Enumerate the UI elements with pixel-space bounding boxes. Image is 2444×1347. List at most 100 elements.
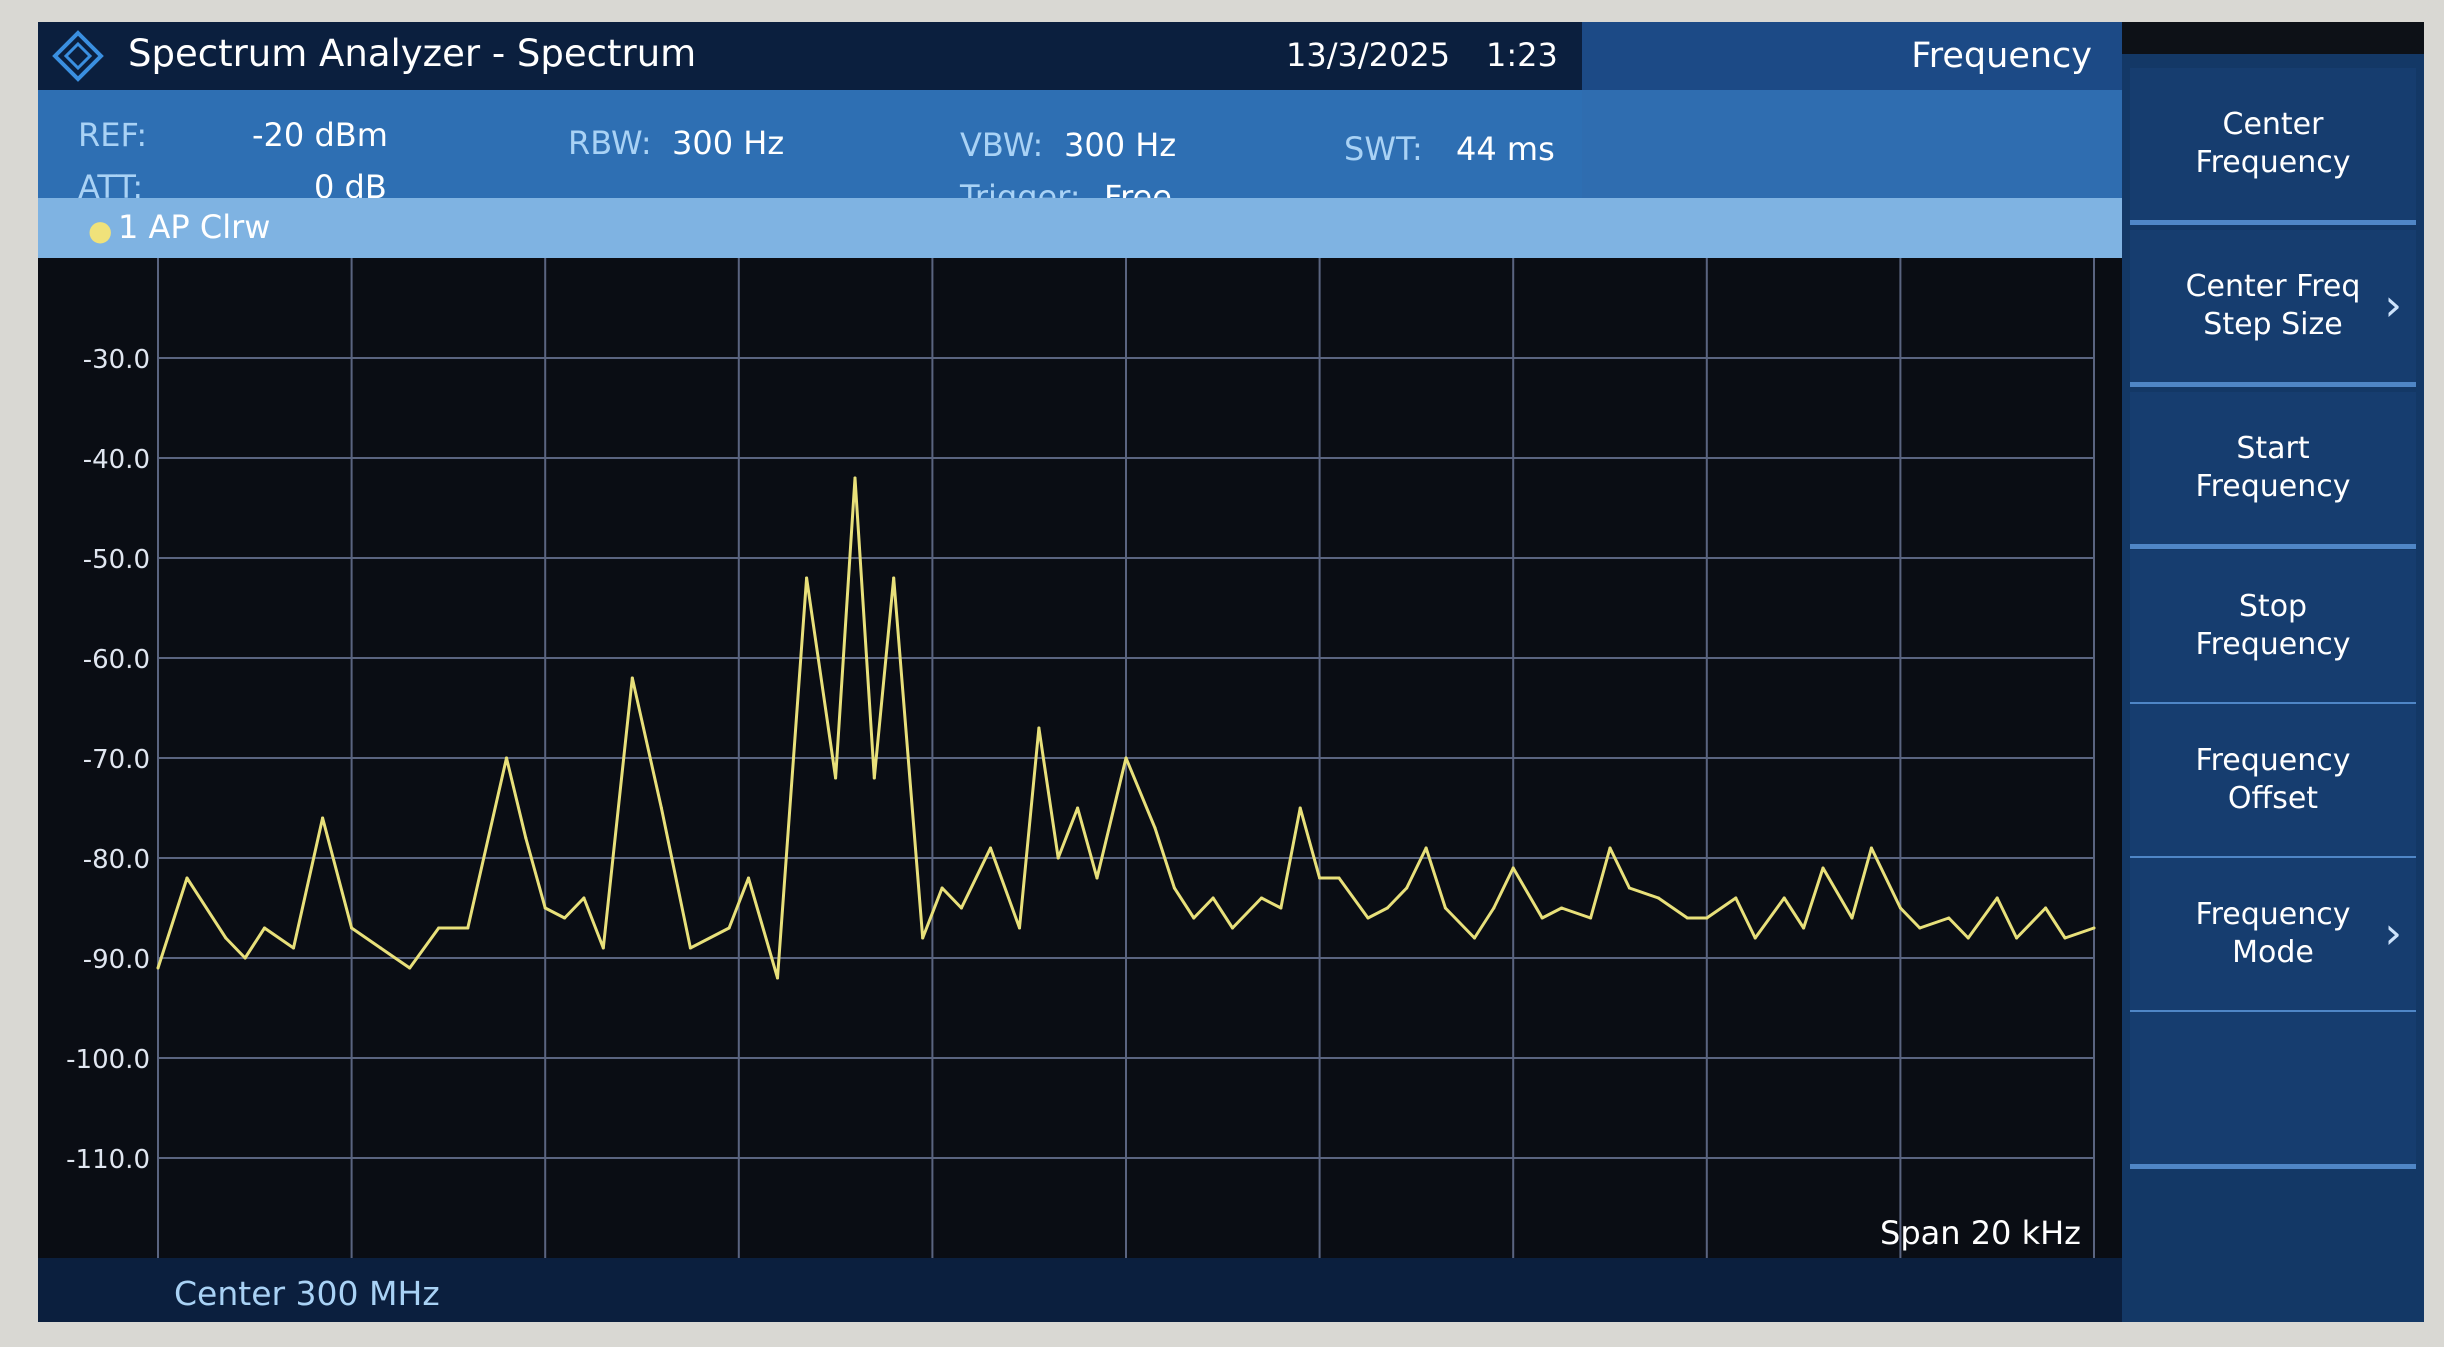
spectrum-plot-area[interactable]: -30.0 -40.0 -50.0 -60.0 -70.0 -80.0 -90.0 -100.… [38,258,2122,1258]
trace-point [989,846,992,850]
trace-point [350,926,354,930]
softkey-label-line2: Frequency [2195,145,2351,180]
spectrum-plot[interactable]: -30.0 -40.0 -50.0 -60.0 -70.0 -80.0 -90.0 -100.… [38,258,2122,1258]
trace-point [1995,896,1999,900]
y-tick-label: -90.0 [83,945,150,975]
rbw-label: RBW: [568,124,652,162]
trace-point [892,576,896,580]
softkey-label-line2: Offset [2227,781,2319,816]
trace-label: 1 AP Clrw [118,208,271,246]
y-tick-label: -80.0 [83,845,150,875]
rbw-value: 300 Hz [672,124,785,162]
trace-point [1424,846,1428,850]
softkey-label-line2: Frequency [2195,627,2351,662]
plot-footer [38,1258,2122,1322]
trace-point [872,776,876,780]
trace-point [156,966,160,970]
sweep-time-value: 44 ms [1456,130,1555,168]
trace-point [1627,886,1631,890]
y-tick-label: -40.0 [83,445,150,475]
trace-point [1095,876,1099,880]
trace-point [1966,936,1970,940]
trace-point [1782,896,1786,900]
softkey-center-freq-step-size[interactable]: Center Freq Step Size › [2130,230,2416,387]
app-title: Spectrum Analyzer - Spectrum [128,32,697,75]
y-tick-label: -30.0 [83,345,150,375]
time-display: 1:23 [1486,36,1558,74]
trace-point [379,946,383,950]
softkey-label-line2: Frequency [2195,469,2351,504]
trace-point [1231,926,1234,930]
trace-point [1366,916,1370,920]
softkey-label-line1: Center [2222,107,2324,142]
softkey-panel: Center Frequency Center Freq Step Size › Star… [2122,54,2424,1322]
softkey-label-line1: Stop [2238,589,2308,624]
trace-point [408,966,412,970]
settings-panel[interactable]: REF: -20 dBm ATT: 0 dB RBW: 300 Hz VBW: … [38,90,1582,216]
trace-point [1589,916,1593,920]
softkey-label-line1: Start [2236,431,2310,466]
trace-point [1385,906,1389,910]
trace-point [1656,896,1660,900]
center-frequency-label: Center 300 MHz [174,1274,440,1313]
trace-point [834,776,838,780]
trace-point [1337,876,1341,880]
trace-point [524,836,528,840]
ref-level-value: -20 dBm [252,116,388,154]
trace-point [1802,926,1806,930]
trace-point [1947,916,1951,920]
date-display: 13/3/2025 [1286,36,1451,74]
chevron-right-icon: › [2384,908,2402,959]
softkey-label-line1: Frequency [2195,897,2351,932]
trace-point [1540,916,1544,920]
trace-point [1018,926,1021,930]
softkey-empty[interactable] [2130,1012,2416,1169]
trace-point [563,916,567,920]
trace-point [940,886,944,890]
trace-point [688,946,692,950]
trace-point [437,926,441,930]
trace-point [853,476,857,480]
frequency-menu-title-bar: Frequency [1582,22,2122,90]
softkey-label-line2: Step Size [2203,307,2343,342]
softkey-frequency-mode[interactable]: Frequency Mode › [2130,858,2416,1015]
trace-point [1279,906,1283,910]
trace-point [224,936,228,940]
trace-point [747,876,750,880]
trace-point [921,936,925,940]
softkey-frequency-offset[interactable]: Frequency Offset [2130,704,2416,861]
trace-point [1685,916,1689,920]
trace-point [2015,936,2019,940]
frequency-menu-tab: Frequency [1582,22,2122,198]
trace-point [1821,866,1825,870]
softkey-stop-frequency[interactable]: Stop Frequency [2130,550,2416,707]
trace-info-bar[interactable]: ● 1 AP Clrw [38,198,2122,258]
trace-point [1473,936,1476,940]
trace-point [1037,726,1041,730]
trace-point [1056,856,1060,860]
trace-point [1260,896,1263,900]
trace-point [1511,866,1515,870]
trace-point [263,926,266,930]
y-tick-label: -50.0 [83,545,150,575]
trace-point [1211,896,1215,900]
trace-point [805,576,809,580]
frequency-menu-title: Frequency [1911,36,2092,76]
trace-point [727,926,731,930]
trace-point [1753,936,1757,940]
trace-point [659,806,663,810]
trace-point [543,906,547,910]
trace-point [1405,886,1409,890]
trace-point [1443,906,1447,910]
softkey-label-line2: Mode [2232,935,2314,970]
softkey-start-frequency[interactable]: Start Frequency [2130,392,2416,549]
softkey-center-frequency[interactable]: Center Frequency [2130,68,2416,225]
trace-point [1918,926,1922,930]
trace-point [1318,876,1322,880]
analyzer-screen: Spectrum Analyzer - Spectrum 13/3/2025 1… [38,22,2424,1322]
trace-point [630,676,634,680]
trace-point [1898,906,1902,910]
title-bar: Spectrum Analyzer - Spectrum 13/3/2025 1… [38,22,1582,90]
trace-point [601,946,605,950]
trace-point [776,976,779,980]
